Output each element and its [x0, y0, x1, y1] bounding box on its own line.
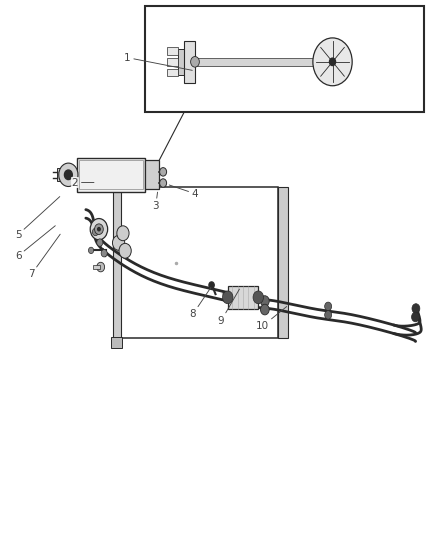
Text: 7: 7	[28, 234, 60, 279]
Circle shape	[97, 239, 103, 246]
Text: 6: 6	[15, 225, 55, 261]
Bar	[166, 69, 177, 76]
Bar	[195, 58, 313, 66]
Circle shape	[95, 224, 103, 235]
Circle shape	[59, 163, 78, 187]
Circle shape	[117, 226, 129, 241]
Circle shape	[313, 38, 352, 86]
Circle shape	[253, 291, 264, 304]
Circle shape	[97, 262, 105, 272]
Circle shape	[325, 311, 332, 319]
Bar	[166, 47, 177, 55]
Bar	[145, 160, 159, 189]
Circle shape	[412, 312, 420, 322]
Circle shape	[101, 249, 107, 257]
Circle shape	[113, 236, 125, 251]
Circle shape	[90, 219, 108, 240]
Bar	[166, 58, 177, 66]
Bar	[177, 49, 184, 75]
Circle shape	[88, 247, 94, 254]
Text: 3: 3	[152, 192, 159, 212]
Circle shape	[64, 170, 72, 180]
Text: 10: 10	[256, 306, 287, 331]
Bar	[57, 168, 69, 181]
Bar	[228, 286, 258, 309]
Circle shape	[98, 228, 100, 231]
Bar	[145, 6, 424, 112]
Circle shape	[223, 291, 233, 304]
Text: 1: 1	[124, 53, 192, 70]
Circle shape	[412, 304, 420, 313]
Text: 4: 4	[169, 185, 198, 199]
Circle shape	[92, 228, 99, 236]
Bar	[184, 41, 195, 83]
Circle shape	[261, 296, 269, 306]
Text: 5: 5	[15, 197, 60, 240]
Circle shape	[325, 302, 332, 311]
Text: 2: 2	[71, 177, 94, 188]
Bar	[113, 187, 121, 338]
Circle shape	[159, 167, 166, 176]
Bar	[111, 337, 122, 348]
Bar	[93, 265, 100, 269]
Bar	[121, 187, 278, 338]
Text: 8: 8	[190, 287, 211, 319]
Circle shape	[119, 244, 131, 258]
Circle shape	[159, 179, 166, 187]
Bar	[77, 158, 145, 192]
Circle shape	[191, 56, 199, 67]
Bar	[79, 160, 143, 189]
Circle shape	[261, 304, 269, 315]
Circle shape	[209, 282, 214, 288]
Text: 9: 9	[218, 289, 240, 326]
Circle shape	[329, 58, 336, 66]
Bar	[278, 187, 288, 338]
